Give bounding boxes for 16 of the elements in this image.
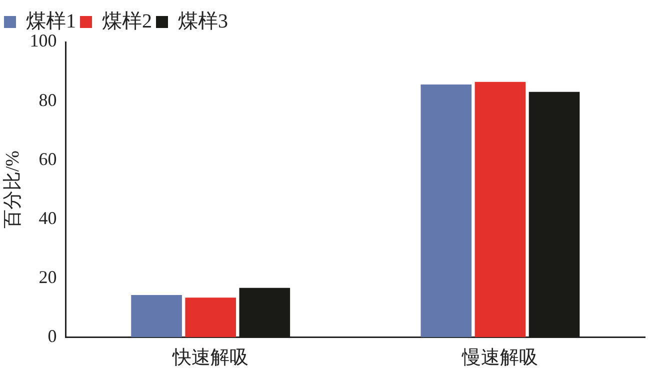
- y-axis-title: 百分比/%: [2, 150, 24, 229]
- bar: [474, 82, 526, 338]
- y-tick-label: 20: [38, 266, 57, 287]
- y-tick-label: 80: [38, 90, 57, 110]
- y-tick-label: 100: [30, 30, 57, 51]
- legend-label: 煤样2: [102, 10, 152, 32]
- y-tick-label: 0: [48, 326, 57, 346]
- x-tick-label: 快速解吸: [172, 348, 249, 369]
- legend-label: 煤样1: [26, 10, 76, 32]
- y-tick-label: 40: [38, 208, 57, 228]
- legend-label: 煤样3: [178, 10, 228, 32]
- bar: [420, 84, 472, 338]
- bar: [185, 298, 236, 338]
- y-tick-label: 60: [38, 148, 57, 169]
- bar: [131, 294, 182, 338]
- x-tick-label: 慢速解吸: [461, 348, 538, 369]
